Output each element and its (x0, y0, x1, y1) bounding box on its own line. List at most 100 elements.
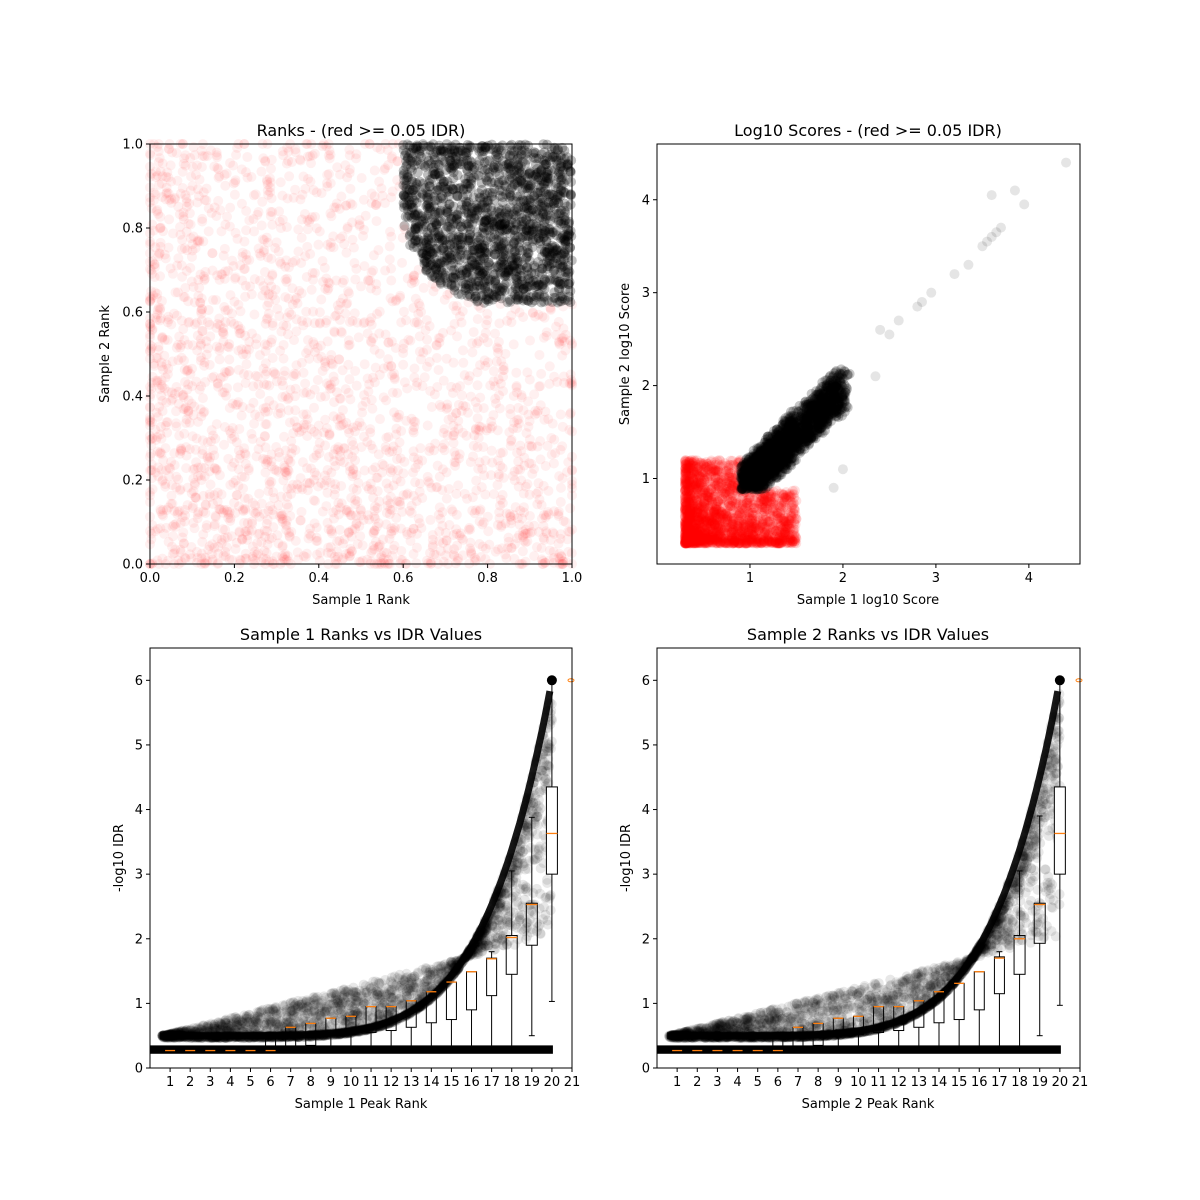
scatter-point-pass (566, 176, 577, 187)
scatter-point-fail (444, 519, 455, 530)
scatter-point-fail (408, 549, 419, 560)
scatter-point-fail (240, 167, 251, 178)
scatter-point-fail (297, 457, 308, 468)
scatter-point-fail (193, 191, 204, 202)
scatter-point-pass (565, 189, 576, 200)
scatter-point-fail (159, 383, 170, 394)
scatter-point-fail (147, 433, 158, 444)
scatter-point-fail (342, 298, 353, 309)
scatter-point-fail (462, 493, 473, 504)
scatter-point-fail (332, 536, 343, 547)
scatter-point-fail (218, 323, 229, 334)
scatter-point-fail (531, 488, 542, 499)
scatter-point-fail (163, 242, 174, 253)
scatter-point-fail (372, 472, 383, 483)
scatter-point-fail (540, 406, 551, 417)
scatter-point-fail (181, 197, 192, 208)
scatter-point-fail (214, 342, 225, 353)
scatter-point-fail (185, 262, 196, 273)
scatter-point-fail (381, 478, 392, 489)
scatter-point-fail (326, 524, 337, 535)
scatter-point-fail (494, 318, 505, 329)
scatter-point-fail (248, 397, 259, 408)
scatter-point-fail (393, 412, 404, 423)
scatter-point-pass (542, 139, 553, 150)
scatter-point-fail (219, 533, 230, 544)
scatter-point-pass (436, 151, 447, 162)
scatter-point-fail (364, 379, 375, 390)
scatter-point-fail (197, 304, 208, 315)
scatter-point-fail (189, 479, 200, 490)
scatter-point-fail (398, 221, 409, 232)
scatter-point-fail (387, 186, 398, 197)
scatter-point-fail (396, 545, 407, 556)
scatter-point-fail (322, 378, 333, 389)
scatter-point-fail (321, 501, 332, 512)
scatter-point-fail (197, 326, 208, 337)
scatter-point-fail (451, 300, 462, 311)
scatter-point-fail (520, 524, 531, 535)
scatter-point-fail (513, 464, 524, 475)
scatter-point-fail (213, 172, 224, 183)
scatter-point-pass (493, 203, 504, 214)
scatter-point-fail (304, 214, 315, 225)
scatter-point-fail (529, 551, 540, 562)
scatter-point-fail (210, 294, 221, 305)
scatter-point-fail (157, 509, 168, 520)
scatter-point-pass (440, 270, 451, 281)
scatter-point-fail (409, 270, 420, 281)
scatter-point-fail (346, 546, 357, 557)
scatter-point-fail (158, 504, 169, 515)
scatter-point-fail (262, 252, 273, 263)
scatter-point-fail (558, 332, 569, 343)
scatter-point-fail (466, 547, 477, 558)
scatter-point-fail (273, 500, 284, 511)
scatter-point-fail (555, 497, 566, 508)
scatter-point-fail (154, 448, 165, 459)
scatter-point-fail (218, 371, 229, 382)
scatter-point-fail (450, 460, 461, 471)
scatter-point-fail (243, 525, 254, 536)
scatter-point-fail (545, 534, 556, 545)
scatter-point-fail (466, 546, 477, 557)
scatter-point-pass (422, 232, 433, 243)
scatter-point-fail (398, 343, 409, 354)
scatter-point-fail (199, 406, 210, 417)
scatter-point-fail (336, 498, 347, 509)
scatter-point-fail (255, 250, 266, 261)
scatter-point-fail (517, 530, 528, 541)
scatter-point-fail (533, 486, 544, 497)
scatter-point-fail (378, 553, 389, 564)
scatter-point-fail (333, 304, 344, 315)
scatter-point-fail (426, 558, 437, 569)
scatter-point-pass (432, 182, 443, 193)
scatter-point-fail (328, 513, 339, 524)
scatter-point-fail (220, 180, 231, 191)
scatter-point-fail (442, 289, 453, 300)
scatter-point-pass (501, 212, 512, 223)
scatter-point-fail (237, 534, 248, 545)
scatter-point-fail (263, 308, 274, 319)
scatter-point-fail (335, 412, 346, 423)
scatter-point-fail (259, 244, 270, 255)
scatter-point-fail (490, 546, 501, 557)
scatter-point-fail (146, 417, 157, 428)
scatter-point-fail (421, 315, 432, 326)
scatter-point-pass (432, 194, 443, 205)
scatter-point-fail (318, 276, 329, 287)
scatter-point-fail (503, 536, 514, 547)
scatter-point-fail (351, 469, 362, 480)
scatter-point-fail (300, 552, 311, 563)
scatter-point-fail (287, 283, 298, 294)
scatter-point-fail (184, 444, 195, 455)
scatter-point-fail (454, 453, 465, 464)
scatter-point-fail (337, 231, 348, 242)
scatter-point-fail (362, 554, 373, 565)
scatter-point-fail (402, 383, 413, 394)
scatter-point-fail (425, 547, 436, 558)
scatter-point-fail (316, 294, 327, 305)
scatter-point-fail (532, 408, 543, 419)
scatter-point-pass (498, 175, 509, 186)
scatter-point-fail (179, 504, 190, 515)
scatter-point-fail (149, 259, 160, 270)
